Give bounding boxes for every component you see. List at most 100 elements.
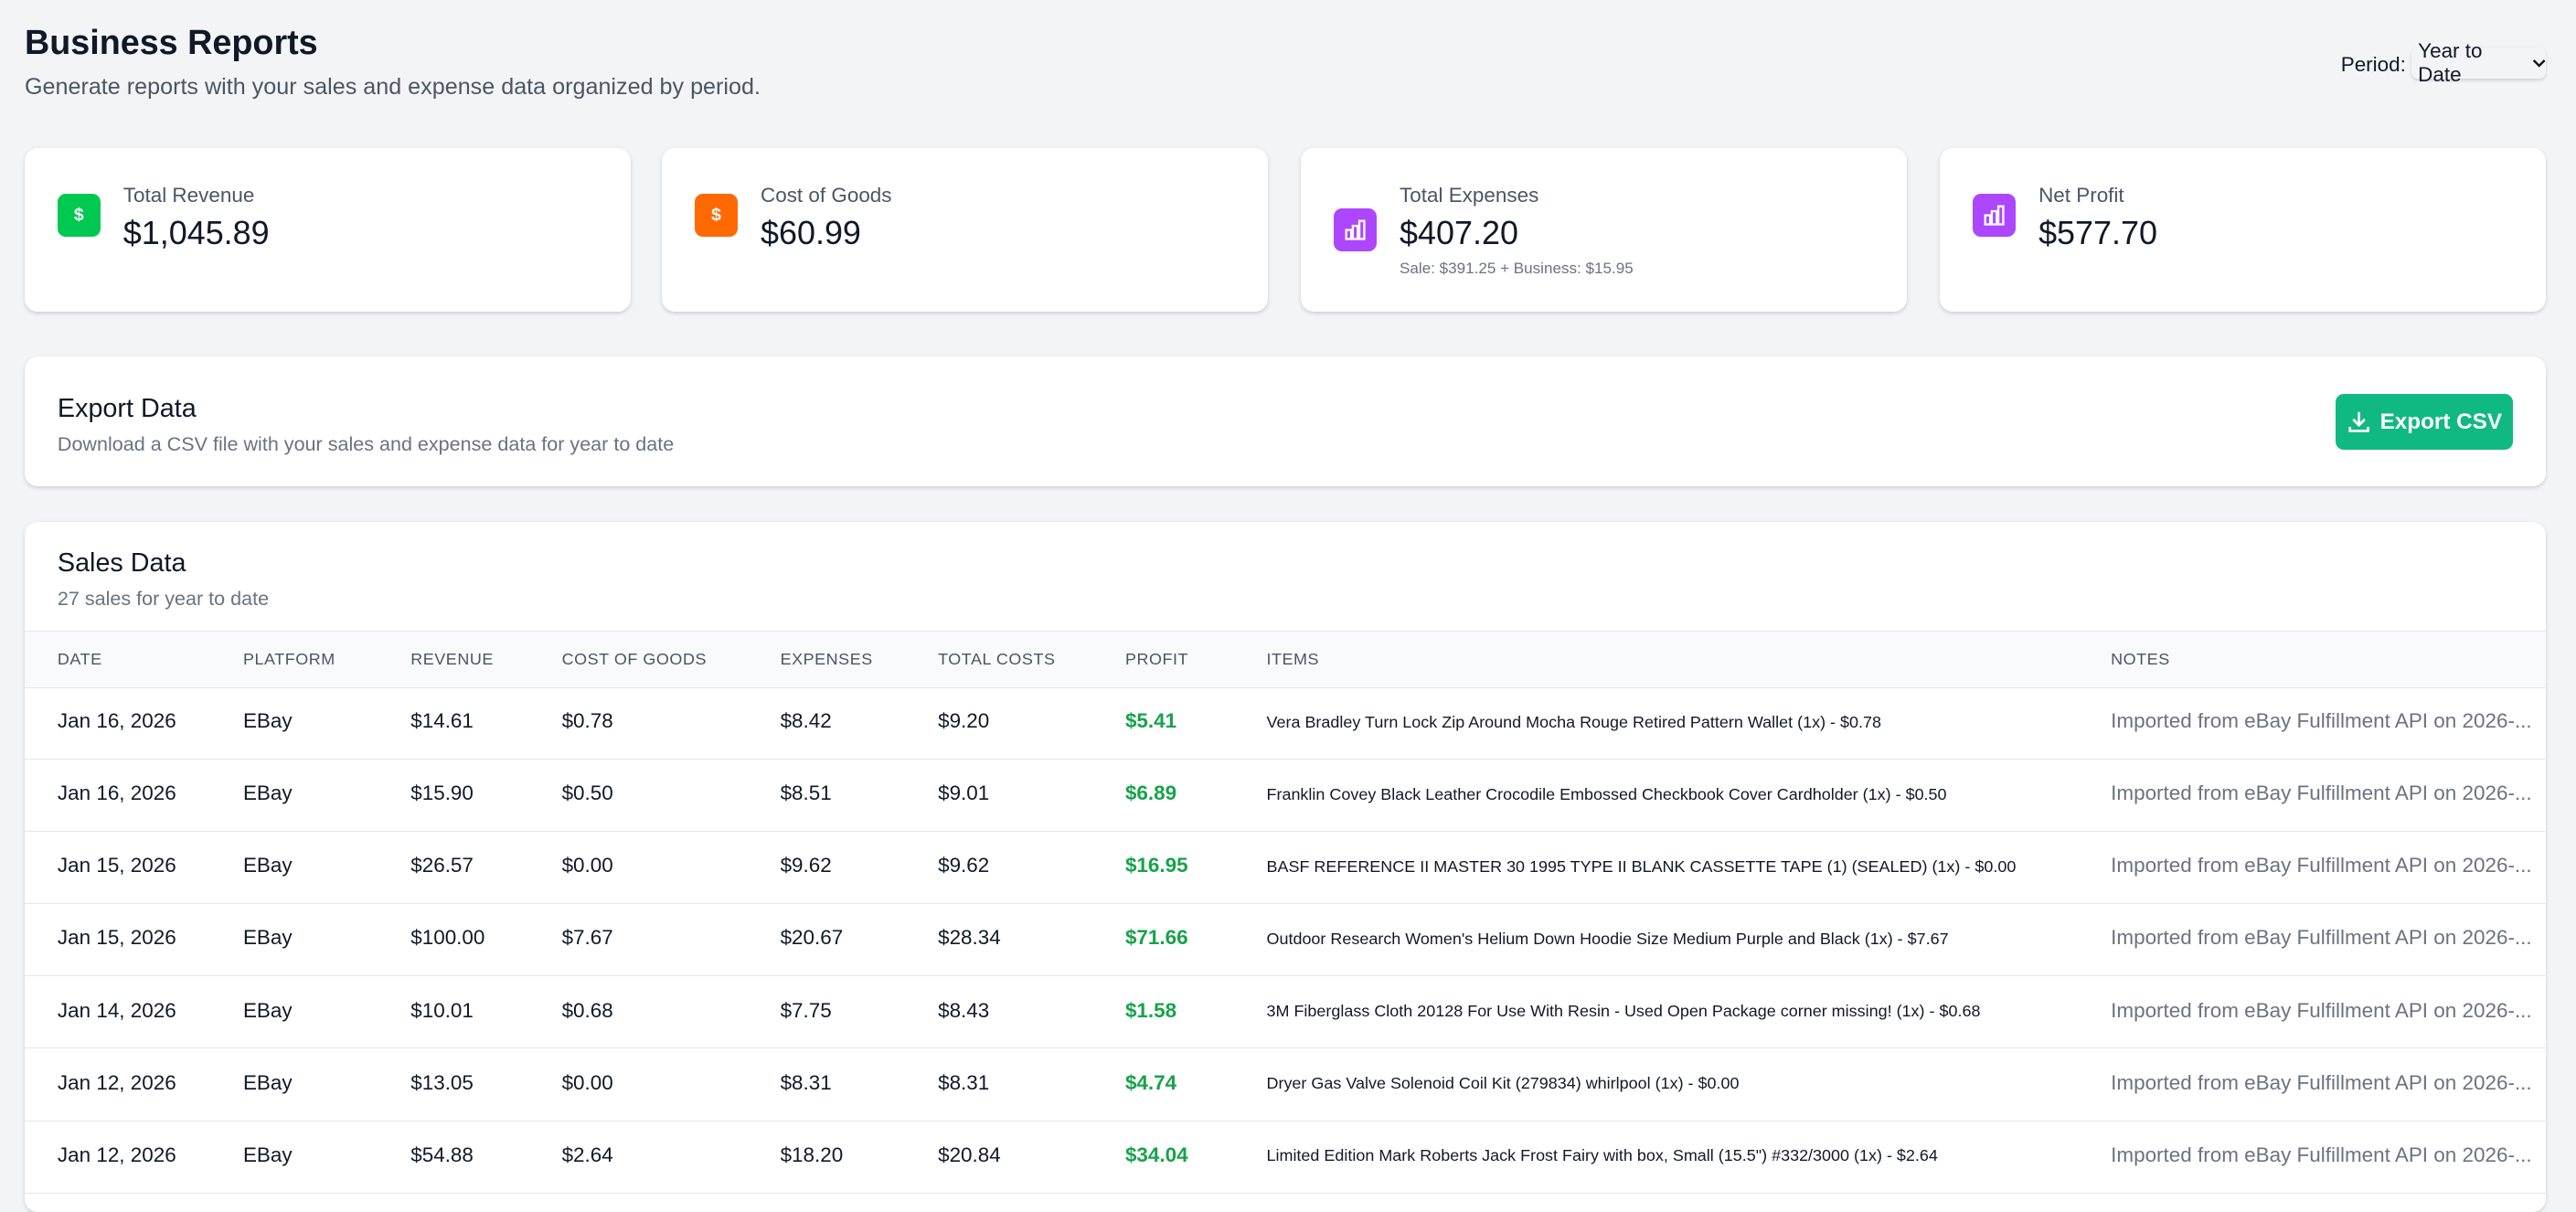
cell-cost-of-goods: $0.50 — [561, 781, 613, 805]
stat-value: $577.70 — [2038, 213, 2157, 251]
column-header-notes: NOTES — [2111, 649, 2170, 668]
cell-total-costs: $9.62 — [938, 854, 990, 877]
column-header-expenses: EXPENSES — [780, 649, 873, 668]
cell-total-costs: $8.31 — [938, 1070, 990, 1094]
cell-platform: EBay — [242, 854, 293, 877]
cell-expenses: $7.75 — [780, 998, 832, 1022]
bar-chart-icon — [1973, 194, 2016, 237]
cell-platform: EBay — [242, 709, 293, 733]
stat-label: Net Profit — [2038, 184, 2124, 207]
cell-items: BASF REFERENCE II MASTER 30 1995 TYPE II… — [1266, 857, 2017, 877]
cell-notes: Imported from eBay Fulfillment API on 20… — [2111, 709, 2532, 733]
export-csv-label: Export CSV — [2379, 409, 2503, 434]
cell-revenue: $14.61 — [410, 709, 474, 733]
cell-expenses: $9.62 — [780, 854, 832, 877]
cell-profit: $34.04 — [1124, 1143, 1188, 1166]
stat-card-cost-of-goods: $ Cost of Goods $60.99 — [662, 147, 1269, 313]
cell-expenses: $18.20 — [780, 1143, 844, 1166]
period-select[interactable]: Year to Date — [2411, 39, 2547, 86]
column-header-items: ITEMS — [1266, 649, 1320, 668]
stat-card-total-revenue: $ Total Revenue $1,045.89 — [24, 147, 632, 313]
cell-notes: Imported from eBay Fulfillment API on 20… — [2111, 1143, 2532, 1166]
export-title: Export Data — [57, 394, 197, 424]
cell-items: Limited Edition Mark Roberts Jack Frost … — [1266, 1146, 1938, 1165]
cell-date: Jan 15, 2026 — [57, 854, 176, 877]
cell-cost-of-goods: $0.78 — [561, 709, 613, 733]
cell-platform: EBay — [242, 998, 293, 1022]
period-label: Period: — [2340, 52, 2406, 76]
export-subtitle: Download a CSV file with your sales and … — [57, 431, 675, 455]
cell-notes: Imported from eBay Fulfillment API on 20… — [2111, 926, 2532, 950]
cell-expenses: $8.42 — [780, 709, 832, 733]
cell-date: Jan 14, 2026 — [57, 998, 176, 1022]
cell-revenue: $54.88 — [410, 1143, 474, 1166]
cell-platform: EBay — [242, 781, 293, 805]
cell-cost-of-goods: $0.00 — [561, 1070, 613, 1094]
stat-card-net-profit: Net Profit $577.70 — [1940, 147, 2547, 313]
cell-revenue: $100.00 — [410, 926, 485, 950]
cell-total-costs: $28.34 — [938, 926, 1001, 950]
dollar-icon: $ — [57, 194, 101, 237]
table-header: DATE PLATFORM REVENUE COST OF GOODS EXPENSES… — [24, 631, 2547, 689]
cell-date: Jan 16, 2026 — [57, 781, 176, 805]
cell-date: Jan 12, 2026 — [57, 1143, 176, 1166]
table-row[interactable]: Jan 16, 2026 EBay $15.90 $0.50 $8.51 $9.01 $6.… — [24, 759, 2547, 833]
stat-label: Cost of Goods — [761, 184, 892, 207]
cell-items: Outdoor Research Women's Helium Down Hoo… — [1266, 930, 1949, 949]
cell-profit: $6.89 — [1124, 781, 1177, 805]
cell-revenue: $10.01 — [410, 998, 474, 1022]
dollar-icon: $ — [695, 194, 738, 237]
cell-profit: $4.74 — [1124, 1070, 1177, 1094]
column-header-cost-of-goods: COST OF GOODS — [561, 649, 707, 668]
sales-subtitle: 27 sales for year to date — [57, 586, 270, 610]
cell-platform: EBay — [242, 1070, 293, 1094]
stat-note: Sale: $391.25 + Business: $15.95 — [1400, 259, 1634, 277]
sales-data-card: Sales Data 27 sales for year to date DAT… — [24, 522, 2547, 1212]
stat-label: Total Expenses — [1400, 184, 1539, 207]
cell-expenses: $20.67 — [780, 926, 844, 950]
cell-total-costs: $9.20 — [938, 709, 990, 733]
cell-profit: $1.58 — [1124, 998, 1177, 1022]
cell-expenses: $8.31 — [780, 1070, 832, 1094]
table-row[interactable]: Jan 15, 2026 EBay $26.57 $0.00 $9.62 $9.62 $16… — [24, 831, 2547, 905]
table-row[interactable]: Jan 14, 2026 EBay $10.01 $0.68 $7.75 $8.43 $1.… — [24, 975, 2547, 1049]
cell-profit: $71.66 — [1124, 926, 1188, 950]
bar-chart-icon — [1334, 208, 1377, 251]
cell-notes: Imported from eBay Fulfillment API on 20… — [2111, 781, 2532, 805]
stat-value: $60.99 — [761, 213, 861, 251]
table-row[interactable]: Jan 16, 2026 EBay $14.61 $0.78 $8.42 $9.20 $5.… — [24, 686, 2547, 760]
cell-cost-of-goods: $0.68 — [561, 998, 613, 1022]
period-value: Year to Date — [2418, 39, 2483, 87]
table-row[interactable]: Jan 15, 2026 EBay $100.00 $7.67 $20.67 $28.34… — [24, 903, 2547, 977]
export-csv-button[interactable]: Export CSV — [2336, 394, 2514, 451]
cell-date: Jan 12, 2026 — [57, 1070, 176, 1094]
cell-items: Dryer Gas Valve Solenoid Coil Kit (27983… — [1266, 1074, 1740, 1093]
stat-value: $1,045.89 — [122, 213, 270, 251]
cell-notes: Imported from eBay Fulfillment API on 20… — [2111, 998, 2532, 1022]
cell-total-costs: $9.01 — [938, 781, 990, 805]
cell-notes: Imported from eBay Fulfillment API on 20… — [2111, 1070, 2532, 1094]
cell-cost-of-goods: $7.67 — [561, 926, 613, 950]
cell-date: Jan 15, 2026 — [57, 926, 176, 950]
cell-cost-of-goods: $2.64 — [561, 1143, 613, 1166]
column-header-total-costs: TOTAL COSTS — [938, 649, 1056, 668]
export-card: Export Data Download a CSV file with you… — [24, 356, 2547, 486]
table-row[interactable]: Jan 12, 2026 EBay $54.88 $2.64 $18.20 $20.84 $… — [24, 1121, 2547, 1194]
column-header-profit: PROFIT — [1124, 649, 1189, 668]
download-icon — [2348, 412, 2369, 433]
stat-card-total-expenses: Total Expenses $407.20 Sale: $391.25 + Bu… — [1301, 147, 1908, 313]
column-header-date: DATE — [57, 649, 102, 668]
cell-profit: $16.95 — [1124, 854, 1188, 877]
stat-label: Total Revenue — [122, 184, 255, 207]
chevron-down-icon — [2532, 58, 2546, 68]
cell-total-costs: $20.84 — [938, 1143, 1001, 1166]
cell-revenue: $13.05 — [410, 1070, 474, 1094]
cell-items: Vera Bradley Turn Lock Zip Around Mocha … — [1266, 712, 1881, 731]
cell-items: Franklin Covey Black Leather Crocodile E… — [1266, 784, 1947, 803]
cell-platform: EBay — [242, 1143, 293, 1166]
cell-revenue: $26.57 — [410, 854, 474, 877]
stat-value: $407.20 — [1400, 213, 1518, 251]
cell-total-costs: $8.43 — [938, 998, 990, 1022]
cell-platform: EBay — [242, 926, 293, 950]
table-row[interactable]: Jan 12, 2026 EBay $13.05 $0.00 $8.31 $8.31 $4.… — [24, 1047, 2547, 1122]
